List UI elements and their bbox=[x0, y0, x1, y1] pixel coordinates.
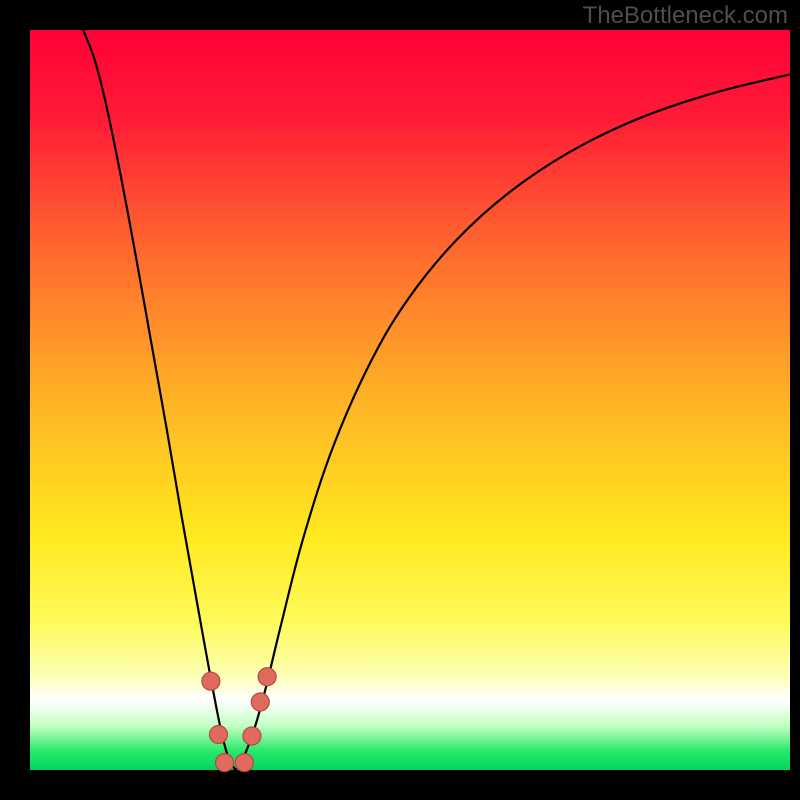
watermark-text: TheBottleneck.com bbox=[583, 2, 788, 30]
chart-frame: TheBottleneck.com bbox=[0, 0, 800, 800]
plot-area bbox=[30, 30, 790, 770]
